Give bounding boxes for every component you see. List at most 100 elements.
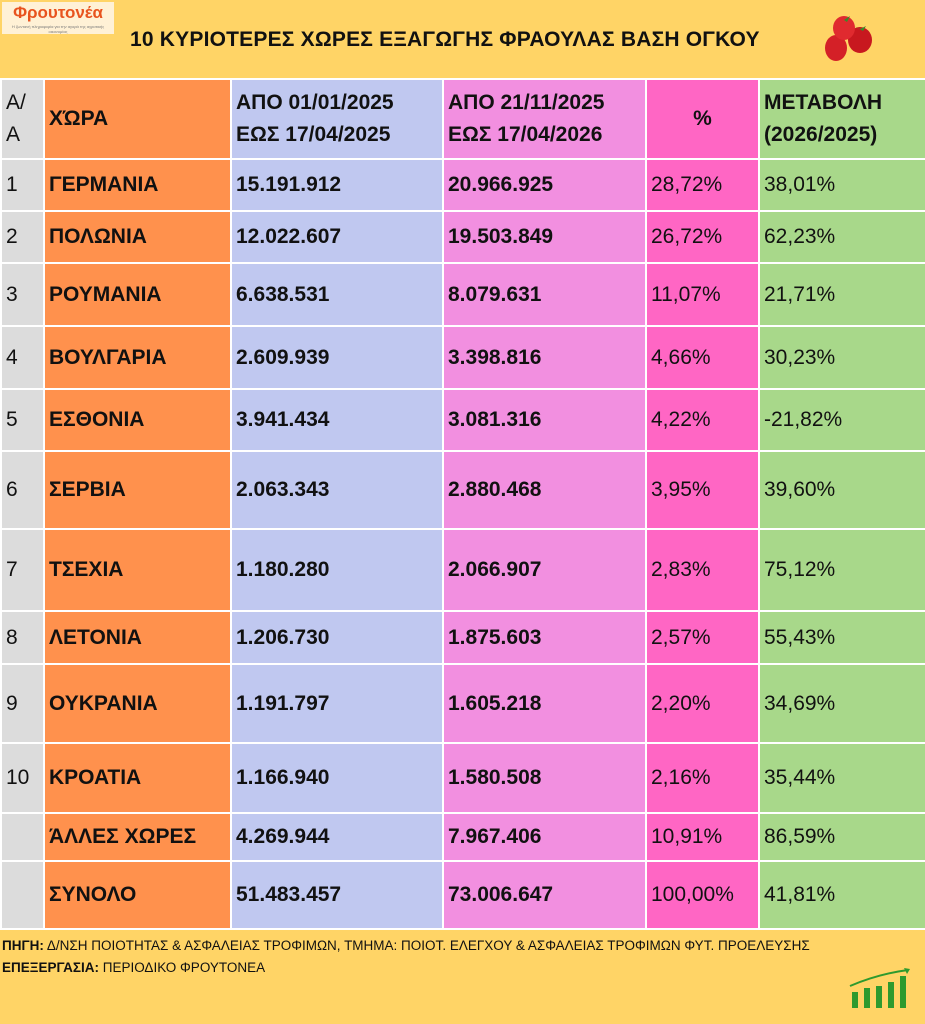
cell-p1: 1.166.940 [230,742,444,814]
cell-change: 35,44% [758,742,925,814]
cell-pct: 11,07% [645,262,760,327]
table-row: 8 ΛΕΤΟΝΙΑ 1.206.730 1.875.603 2,57% 55,43% [0,610,925,665]
cell-country: ΆΛΛΕΣ ΧΩΡΕΣ [43,812,232,862]
table-row: 6 ΣΕΡΒΙΑ 2.063.343 2.880.468 3,95% 39,60% [0,450,925,530]
cell-aa: 4 [0,325,45,390]
cell-country: ΒΟΥΛΓΑΡΙΑ [43,325,232,390]
logo-tagline: Η ζωντανή πληροφορία για την αγορά της α… [11,24,105,34]
table-row: 1 ΓΕΡΜΑΝΙΑ 15.191.912 20.966.925 28,72% 38,01… [0,158,925,212]
source-text: Δ/ΝΣΗ ΠΟΙΟΤΗΤΑΣ & ΑΣΦΑΛΕΙΑΣ ΤΡΟΦΙΜΩΝ, ΤΜ… [43,938,810,953]
cell-p1: 3.941.434 [230,388,444,452]
cell-change: 21,71% [758,262,925,327]
cell-pct: 10,91% [645,812,760,862]
cell-aa: 6 [0,450,45,530]
cell-p1: 15.191.912 [230,158,444,212]
cell-country: ΡΟΥΜΑΝΙΑ [43,262,232,327]
processing-label: ΕΠΕΞΕΡΓΑΣΙΑ: [2,960,99,975]
header-change: ΜΕΤΑΒΟΛΗ (2026/2025) [758,78,925,160]
cell-pct: 100,00% [645,860,760,930]
header-country: ΧΏΡΑ [43,78,232,160]
cell-aa: 5 [0,388,45,452]
cell-aa: 2 [0,210,45,264]
cell-country: ΣΕΡΒΙΑ [43,450,232,530]
cell-country: ΚΡΟΑΤΙΑ [43,742,232,814]
cell-change: 30,23% [758,325,925,390]
cell-p2: 3.081.316 [442,388,647,452]
cell-pct: 2,16% [645,742,760,814]
cell-change: 34,69% [758,663,925,744]
footer: ΠΗΓΗ: Δ/ΝΣΗ ΠΟΙΟΤΗΤΑΣ & ΑΣΦΑΛΕΙΑΣ ΤΡΟΦΙΜ… [2,935,922,979]
cell-change: 62,23% [758,210,925,264]
cell-p1: 1.180.280 [230,528,444,612]
header-percent: % [645,78,760,160]
cell-aa: 3 [0,262,45,327]
cell-p2: 8.079.631 [442,262,647,327]
cell-country: ΓΕΡΜΑΝΙΑ [43,158,232,212]
cell-country: ΕΣΘΟΝΙΑ [43,388,232,452]
processing-text: ΠΕΡΙΟΔΙΚΟ ΦΡΟΥΤΟΝΕΑ [98,960,266,975]
cell-country: ΣΥΝΟΛΟ [43,860,232,930]
cell-p2: 7.967.406 [442,812,647,862]
cell-p2: 2.066.907 [442,528,647,612]
cell-p1: 4.269.944 [230,812,444,862]
cell-aa: 1 [0,158,45,212]
strawberry-icon [825,16,872,61]
cell-country: ΤΣΕΧΙΑ [43,528,232,612]
cell-aa: 7 [0,528,45,612]
table-row: 7 ΤΣΕΧΙΑ 1.180.280 2.066.907 2,83% 75,12% [0,528,925,612]
table-row: 4 ΒΟΥΛΓΑΡΙΑ 2.609.939 3.398.816 4,66% 30,23% [0,325,925,390]
cell-p2: 20.966.925 [442,158,647,212]
cell-p1: 6.638.531 [230,262,444,327]
cell-pct: 4,66% [645,325,760,390]
cell-aa: 8 [0,610,45,665]
cell-change: 55,43% [758,610,925,665]
cell-pct: 2,20% [645,663,760,744]
cell-pct: 2,83% [645,528,760,612]
cell-p1: 1.206.730 [230,610,444,665]
cell-p2: 2.880.468 [442,450,647,530]
cell-p1: 2.609.939 [230,325,444,390]
header-period-1: ΑΠΟ 01/01/2025 ΕΩΣ 17/04/2025 [230,78,444,160]
table-row: 5 ΕΣΘΟΝΙΑ 3.941.434 3.081.316 4,22% -21,82% [0,388,925,452]
cell-p2: 19.503.849 [442,210,647,264]
cell-change: 41,81% [758,860,925,930]
logo-name: Φρουτονέα [13,3,103,22]
cell-change: 39,60% [758,450,925,530]
cell-p1: 2.063.343 [230,450,444,530]
cell-pct: 3,95% [645,450,760,530]
cell-p1: 12.022.607 [230,210,444,264]
page-title: 10 ΚΥΡΙΟΤΕΡΕΣ ΧΩΡΕΣ ΕΞΑΓΩΓΗΣ ΦΡΑΟΥΛΑΣ ΒΑ… [130,28,760,51]
cell-change: 86,59% [758,812,925,862]
header-row: Α/Α ΧΏΡΑ ΑΠΟ 01/01/2025 ΕΩΣ 17/04/2025 ΑΠ… [0,78,925,160]
table-row: 10 ΚΡΟΑΤΙΑ 1.166.940 1.580.508 2,16% 35,44% [0,742,925,814]
cell-pct: 26,72% [645,210,760,264]
cell-aa: 9 [0,663,45,744]
cell-change: -21,82% [758,388,925,452]
cell-p1: 51.483.457 [230,860,444,930]
cell-country: ΟΥΚΡΑΝΙΑ [43,663,232,744]
cell-p2: 1.875.603 [442,610,647,665]
cell-p2: 1.580.508 [442,742,647,814]
table-row: ΣΥΝΟΛΟ 51.483.457 73.006.647 100,00% 41,81% [0,860,925,930]
table-row: 9 ΟΥΚΡΑΝΙΑ 1.191.797 1.605.218 2,20% 34,69% [0,663,925,744]
cell-pct: 4,22% [645,388,760,452]
table-row: 3 ΡΟΥΜΑΝΙΑ 6.638.531 8.079.631 11,07% 21,71% [0,262,925,327]
cell-pct: 28,72% [645,158,760,212]
cell-p2: 1.605.218 [442,663,647,744]
cell-p1: 1.191.797 [230,663,444,744]
exports-table: Α/Α ΧΏΡΑ ΑΠΟ 01/01/2025 ΕΩΣ 17/04/2025 ΑΠ… [0,78,925,930]
cell-aa [0,860,45,930]
cell-country: ΠΟΛΩΝΙΑ [43,210,232,264]
cell-change: 38,01% [758,158,925,212]
source-label: ΠΗΓΗ: [2,938,44,953]
cell-aa: 10 [0,742,45,814]
cell-p2: 73.006.647 [442,860,647,930]
growth-chart-icon [849,968,910,1008]
cell-country: ΛΕΤΟΝΙΑ [43,610,232,665]
cell-pct: 2,57% [645,610,760,665]
table-row: ΆΛΛΕΣ ΧΩΡΕΣ 4.269.944 7.967.406 10,91% 86,59… [0,812,925,862]
logo: Φρουτονέα Η ζωντανή πληροφορία για την α… [2,2,114,34]
header-aa: Α/Α [0,78,45,160]
cell-p2: 3.398.816 [442,325,647,390]
cell-change: 75,12% [758,528,925,612]
